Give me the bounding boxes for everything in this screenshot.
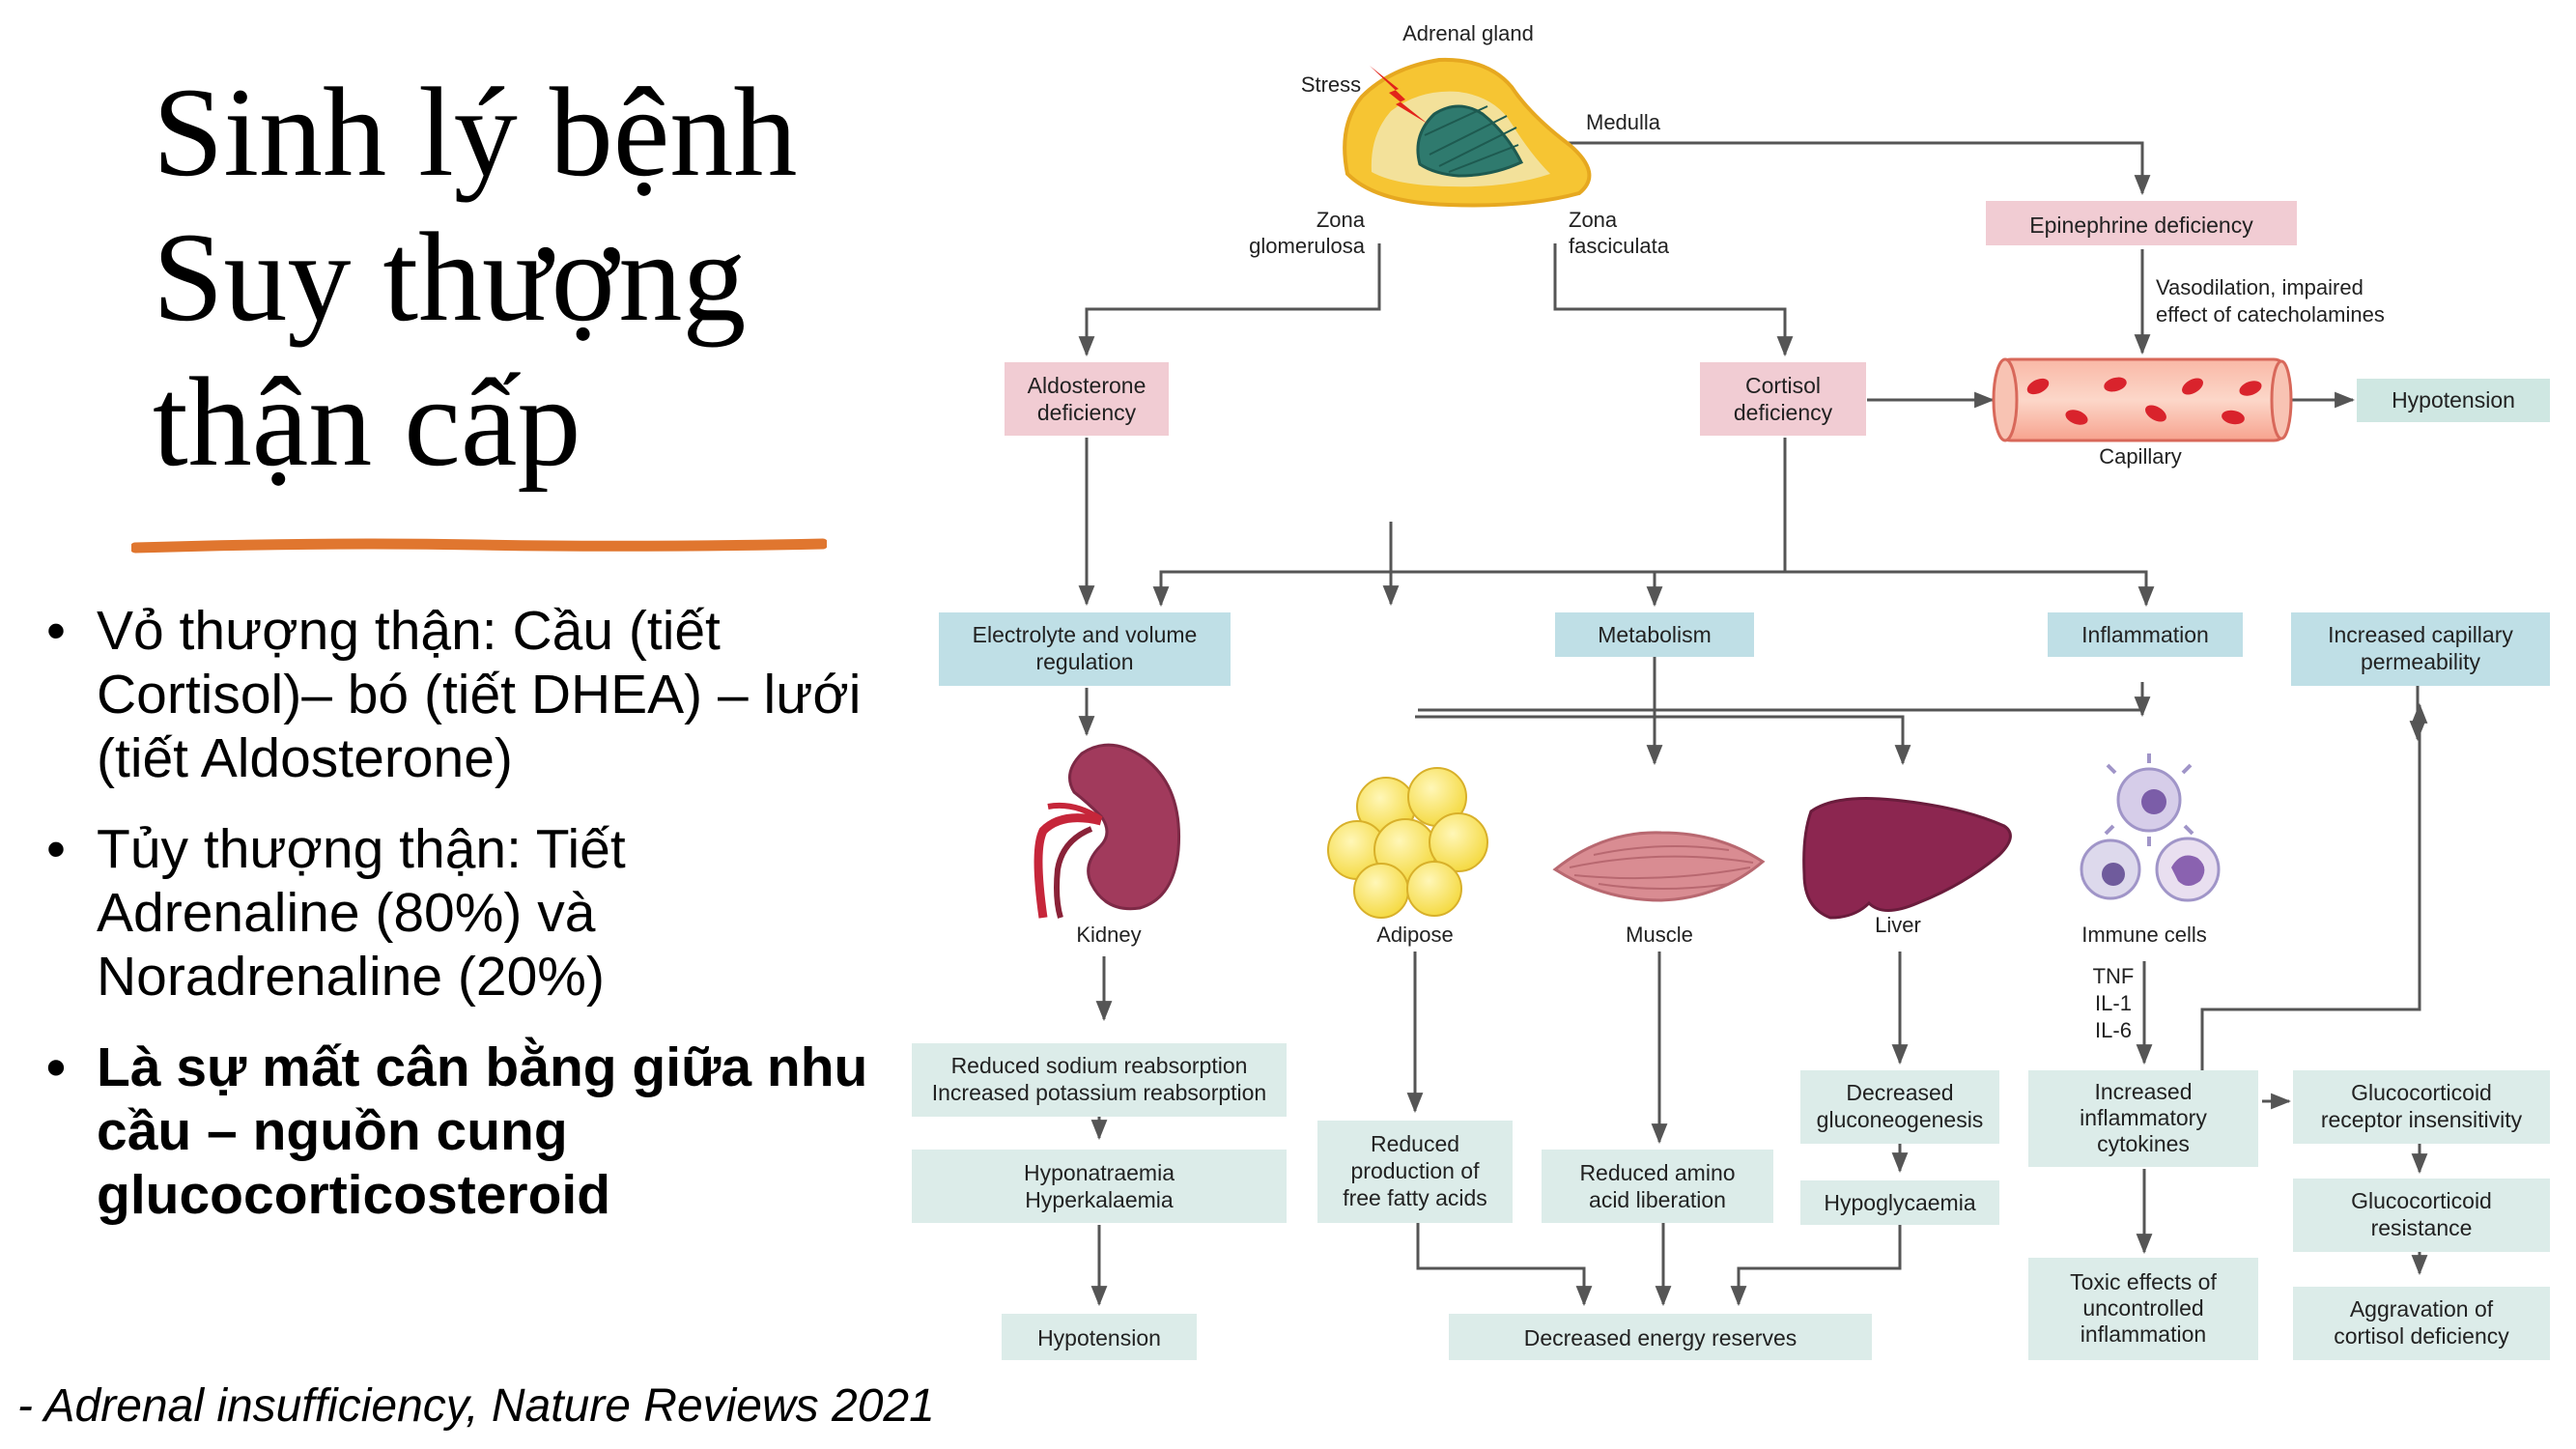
box-reduced-ffa: Reduced production of free fatty acids — [1317, 1121, 1513, 1223]
box-receptor-text-2: receptor insensitivity — [2321, 1107, 2523, 1132]
liver-illustration — [1802, 797, 2012, 920]
box-inflammation: Inflammation — [2048, 612, 2243, 657]
box-gc-receptor-insensitivity: Glucocorticoid receptor insensitivity — [2293, 1070, 2550, 1144]
box-toxic-text-2: uncontrolled — [2082, 1295, 2203, 1321]
box-amino-text-1: Reduced amino — [1579, 1160, 1735, 1185]
title-line-2: Suy thượng — [153, 206, 747, 348]
zona-glomerulosa-label-2: glomerulosa — [1249, 234, 1366, 258]
box-gc-resistance: Glucocorticoid resistance — [2293, 1179, 2550, 1252]
box-hypotension-top: Hypotension — [2357, 379, 2550, 422]
box-metabolism-text: Metabolism — [1598, 622, 1712, 647]
box-hypo-hyper: Hyponatraemia Hyperkalaemia — [912, 1150, 1287, 1223]
box-aldosterone-deficiency: Aldosterone deficiency — [1005, 362, 1169, 436]
box-hypoglycaemia-text: Hypoglycaemia — [1824, 1190, 1975, 1215]
box-hypoglycaemia: Hypoglycaemia — [1800, 1180, 1999, 1225]
box-reduced-amino: Reduced amino acid liberation — [1542, 1150, 1773, 1223]
box-resistance-text-1: Glucocorticoid — [2351, 1188, 2492, 1213]
box-cortisol-text-1: Cortisol — [1745, 373, 1821, 398]
box-amino-text-2: acid liberation — [1589, 1187, 1726, 1212]
box-inflammation-text: Inflammation — [2081, 622, 2209, 647]
connectors — [1078, 141, 2428, 1307]
stress-label: Stress — [1301, 72, 1361, 97]
title-underline — [131, 538, 827, 554]
box-cytokines-text-2: inflammatory — [2080, 1105, 2207, 1130]
zona-fasciculata-label-2: fasciculata — [1569, 234, 1670, 258]
immune-cells-label: Immune cells — [2081, 923, 2207, 947]
box-aldosterone-text-2: deficiency — [1037, 400, 1137, 425]
box-gluconeogenesis-text-2: gluconeogenesis — [1817, 1107, 1984, 1132]
box-hypotension-bottom-text: Hypotension — [1037, 1325, 1161, 1350]
title-line-1: Sinh lý bệnh — [153, 61, 798, 203]
vasodilation-label-2: effect of catecholamines — [2156, 302, 2385, 327]
box-aggravation-text-2: cortisol deficiency — [2334, 1323, 2509, 1349]
citation: - Adrenal insufficiency, Nature Reviews … — [17, 1380, 935, 1432]
box-increased-cytokines: Increased inflammatory cytokines — [2028, 1070, 2258, 1167]
zona-fasciculata-label-1: Zona — [1569, 208, 1618, 232]
bullet-list: Vỏ thượng thận: Cầu (tiết Cortisol)– bó … — [46, 599, 896, 1254]
liver-label: Liver — [1875, 913, 1921, 937]
zona-glomerulosa-label-1: Zona — [1316, 208, 1366, 232]
kidney-illustration — [1033, 743, 1181, 919]
adrenal-gland-illustration — [1343, 57, 1592, 208]
muscle-illustration — [1552, 831, 1766, 902]
box-hypotension-top-text: Hypotension — [2392, 387, 2515, 412]
box-capillary-permeability: Increased capillary permeability — [2291, 612, 2550, 686]
box-cytokines-text-3: cytokines — [2097, 1131, 2190, 1156]
bullet-cortex: Vỏ thượng thận: Cầu (tiết Cortisol)– bó … — [46, 599, 896, 790]
box-cytokines-text-1: Increased — [2094, 1079, 2192, 1104]
box-receptor-text-1: Glucocorticoid — [2351, 1080, 2492, 1105]
box-electrolyte-text-2: regulation — [1035, 649, 1133, 674]
box-gluconeogenesis-text-1: Decreased — [1846, 1080, 1953, 1105]
adipose-illustration — [1327, 767, 1488, 919]
capillary-label: Capillary — [2099, 444, 2182, 469]
title-line-3: thận cấp — [153, 351, 581, 493]
box-toxic-text-3: inflammation — [2081, 1321, 2206, 1347]
box-cortisol-text-2: deficiency — [1734, 400, 1833, 425]
box-cortisol-deficiency: Cortisol deficiency — [1700, 362, 1866, 436]
box-hypo-hyper-text-2: Hyperkalaemia — [1025, 1187, 1174, 1212]
cytokine-tnf-label: TNF — [2093, 964, 2135, 988]
box-aldosterone-text-1: Aldosterone — [1028, 373, 1146, 398]
box-hypo-hyper-text-1: Hyponatraemia — [1024, 1160, 1175, 1185]
slide-title: Sinh lý bệnh Suy thượng thận cấp — [153, 60, 797, 495]
box-hypotension-bottom: Hypotension — [1002, 1314, 1197, 1360]
capillary-illustration — [1992, 357, 2293, 442]
box-ffa-text-3: free fatty acids — [1343, 1185, 1487, 1210]
box-sodium-text-1: Reduced sodium reabsorption — [951, 1053, 1248, 1078]
box-epinephrine-deficiency-text: Epinephrine deficiency — [2029, 213, 2253, 238]
box-resistance-text-2: resistance — [2371, 1215, 2473, 1240]
box-permeability-text-1: Increased capillary — [2328, 622, 2513, 647]
box-decreased-gluconeogenesis: Decreased gluconeogenesis — [1800, 1070, 1999, 1144]
box-electrolyte-text-1: Electrolyte and volume — [973, 622, 1198, 647]
bullet-medulla: Tủy thượng thận: Tiết Adrenaline (80%) v… — [46, 817, 896, 1009]
stress-bolt-icon — [1370, 66, 1428, 124]
box-electrolyte-volume: Electrolyte and volume regulation — [939, 612, 1231, 686]
box-aggravation-text-1: Aggravation of — [2350, 1296, 2494, 1321]
box-decreased-energy: Decreased energy reserves — [1449, 1314, 1872, 1360]
box-energy-text: Decreased energy reserves — [1524, 1325, 1798, 1350]
box-sodium-text-2: Increased potassium reabsorption — [932, 1080, 1266, 1105]
box-permeability-text-2: permeability — [2361, 649, 2480, 674]
box-toxic-effects: Toxic effects of uncontrolled inflammati… — [2028, 1258, 2258, 1360]
box-epinephrine-deficiency: Epinephrine deficiency — [1986, 201, 2297, 245]
box-sodium-potassium: Reduced sodium reabsorption Increased po… — [912, 1043, 1287, 1117]
box-metabolism: Metabolism — [1555, 612, 1754, 657]
adipose-label: Adipose — [1376, 923, 1454, 947]
box-ffa-text-1: Reduced — [1371, 1131, 1459, 1156]
adrenal-gland-label: Adrenal gland — [1402, 21, 1534, 45]
kidney-label: Kidney — [1076, 923, 1141, 947]
medulla-label: Medulla — [1586, 110, 1661, 134]
box-ffa-text-2: production of — [1351, 1158, 1481, 1183]
cytokine-il6-label: IL-6 — [2095, 1018, 2132, 1042]
muscle-label: Muscle — [1626, 923, 1693, 947]
bullet-imbalance: Là sự mất cân bằng giữa nhu cầu – nguồn … — [46, 1036, 896, 1227]
box-aggravation: Aggravation of cortisol deficiency — [2293, 1287, 2550, 1360]
box-toxic-text-1: Toxic effects of — [2070, 1269, 2217, 1294]
vasodilation-label-1: Vasodilation, impaired — [2156, 275, 2364, 299]
cytokine-il1-label: IL-1 — [2095, 991, 2132, 1015]
immune-cells-illustration — [2080, 753, 2221, 902]
